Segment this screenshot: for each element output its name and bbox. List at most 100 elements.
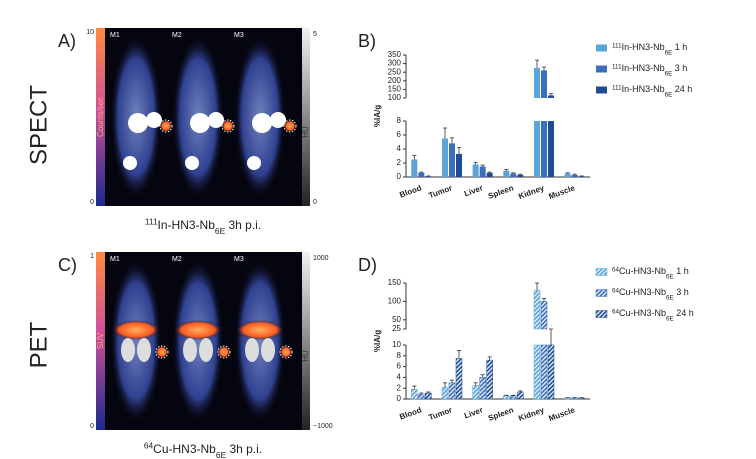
bar [486, 359, 493, 400]
colorbar-min: 0 [90, 199, 94, 206]
colorbar-min: 0 [90, 423, 94, 430]
uptake [245, 338, 259, 362]
tumor-marker [217, 345, 231, 359]
y-tick-label: 100 [388, 297, 402, 306]
y-tick-label: 200 [388, 76, 402, 85]
colorbar [302, 28, 310, 206]
tumor-marker [279, 345, 293, 359]
bar [564, 397, 571, 400]
tumor-marker [221, 119, 235, 133]
mouse-body [172, 258, 224, 424]
bar [479, 166, 486, 177]
uptake [174, 320, 222, 340]
bar [571, 397, 578, 400]
x-tick-label: Spleen [487, 183, 515, 200]
uptake [247, 156, 261, 170]
y-tick-label: 250 [388, 67, 402, 76]
y-tick-label: 6 [397, 362, 402, 371]
bar [411, 389, 418, 400]
mouse-label: M1 [110, 256, 120, 263]
y-axis-label: %IA/g [373, 330, 382, 352]
mouse-label: M1 [110, 32, 120, 39]
x-tick-label: Spleen [487, 405, 515, 422]
uptake [185, 156, 199, 170]
x-tick-label: Kidney [517, 405, 546, 423]
bar [442, 138, 448, 177]
tumor-marker [159, 119, 173, 133]
bar [517, 174, 524, 177]
bar-upper [548, 95, 554, 98]
legend-label: 64Cu-HN3-Nb6E 1 h [612, 266, 689, 280]
bar [541, 121, 547, 177]
x-tick-label: Blood [398, 405, 422, 421]
uptake [146, 112, 162, 128]
bar [503, 170, 510, 177]
bar [449, 143, 455, 177]
x-tick-label: Blood [398, 183, 422, 199]
modality-label: PET [25, 321, 52, 368]
bar [578, 176, 585, 177]
bar-upper [540, 301, 548, 330]
colorbar-label: Counts/sec [96, 97, 105, 137]
bar [448, 382, 456, 400]
colorbar-label: SUV [96, 332, 105, 349]
bar [486, 172, 493, 177]
uptake [123, 156, 137, 170]
colorbar-max: 1000 [313, 255, 329, 262]
bar [578, 397, 585, 400]
y-tick-label: 10 [392, 340, 401, 349]
bar [503, 395, 510, 400]
bar-upper [533, 290, 541, 330]
bar [425, 176, 432, 177]
x-tick-label: Muscle [548, 405, 577, 423]
panel-label: D) [358, 255, 377, 275]
bar [479, 377, 486, 400]
mouse-label: M2 [172, 32, 182, 39]
mouse-body [110, 258, 162, 424]
bar [472, 164, 479, 177]
legend-swatch [595, 289, 608, 297]
mouse-label: M2 [172, 256, 182, 263]
legend-label: 111In-HN3-Nb6E 1 h [612, 42, 687, 56]
y-tick-label: 350 [388, 50, 402, 59]
y-tick-label: 100 [388, 93, 402, 102]
uptake [128, 113, 148, 133]
y-tick-label: 0 [397, 394, 402, 403]
bar [548, 121, 554, 177]
panel-label: C) [58, 255, 77, 275]
x-tick-label: Kidney [517, 183, 546, 201]
panel-label: A) [58, 31, 76, 51]
bar [418, 393, 425, 400]
legend-label: 64Cu-HN3-Nb6E 24 h [612, 308, 694, 322]
bar [455, 358, 463, 400]
colorbar-min: 0 [313, 199, 317, 206]
bar [456, 153, 462, 177]
y-axis-label: %IA/g [373, 105, 382, 127]
bar [571, 174, 578, 177]
modality-label: SPECT [25, 85, 52, 165]
uptake [261, 338, 275, 362]
legend-swatch [596, 65, 607, 73]
bar [411, 159, 418, 177]
bar [564, 173, 571, 177]
y-tick-label: 2 [397, 383, 402, 392]
colorbar-max: 5 [313, 31, 317, 38]
legend-label: 64Cu-HN3-Nb6E 3 h [612, 287, 689, 301]
colorbar-label: HU [301, 350, 310, 362]
legend-swatch [596, 44, 607, 52]
bar [533, 344, 541, 400]
bar-upper [541, 70, 547, 98]
legend-swatch [595, 310, 608, 318]
tumor-marker [283, 119, 297, 133]
image-caption: 111In-HN3-Nb6E 3h p.i. [145, 217, 261, 236]
bar [540, 344, 548, 400]
y-tick-label: 50 [392, 315, 401, 324]
uptake [190, 113, 210, 133]
legend-label: 111In-HN3-Nb6E 24 h [612, 84, 692, 98]
y-tick-label: 8 [397, 351, 402, 360]
y-tick-label: 25 [392, 324, 401, 333]
uptake [236, 320, 284, 340]
colorbar [96, 28, 105, 206]
tumor-marker [155, 345, 169, 359]
